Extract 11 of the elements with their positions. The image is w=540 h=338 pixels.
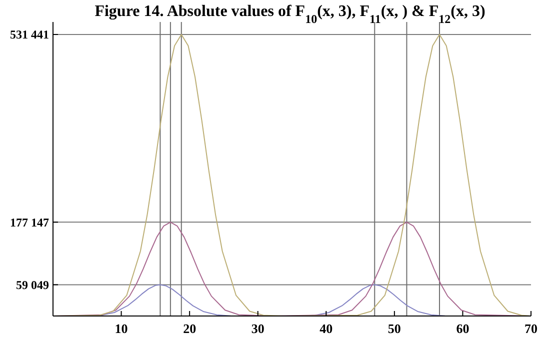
x-tick-label: 70 [524,321,538,336]
y-tick-label: 59 049 [16,278,49,292]
y-tick-label: 177 147 [10,215,49,230]
chart-title: Figure 14. Absolute values of F$_{10}$(x, 3), F$_{11}$(x, ) & F$_{12}$(x, 3) [94,3,486,26]
x-tick-label: 10 [114,321,128,336]
y-tick-label: 531 441 [10,28,49,42]
x-tick-label: 60 [456,321,470,336]
x-tick-label: 40 [320,321,333,336]
x-tick-label: 30 [251,321,264,336]
x-tick-label: 20 [183,321,196,336]
x-tick-label: 50 [388,321,401,336]
